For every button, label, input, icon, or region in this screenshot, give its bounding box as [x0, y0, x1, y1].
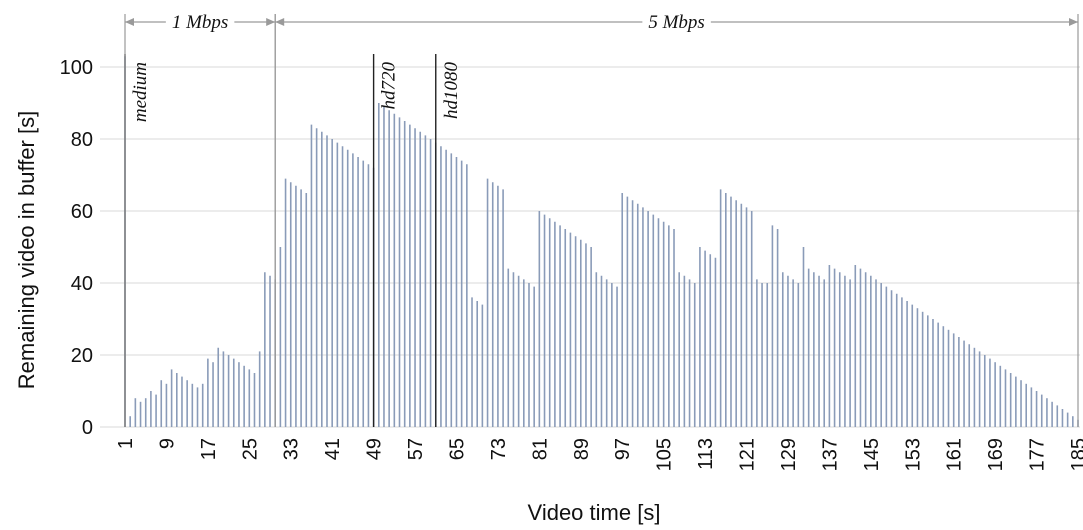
y-tick-label: 0: [82, 417, 93, 439]
x-tick-label: 81: [529, 438, 551, 460]
bar-series: [124, 56, 1079, 427]
span-arrow-left: [275, 18, 285, 26]
format-annotation: medium: [130, 62, 151, 122]
x-tick-label: 121: [737, 438, 759, 471]
x-tick-label: 57: [405, 438, 427, 460]
x-tick-label: 25: [239, 438, 261, 460]
span-arrow-left: [125, 18, 134, 26]
y-tick-labels: 0 20 40 60 80 100: [60, 57, 93, 439]
x-tick-label: 65: [446, 438, 468, 460]
x-tick-label: 129: [778, 438, 800, 471]
x-axis-title: Video time [s]: [528, 500, 661, 525]
x-tick-label: 169: [985, 438, 1007, 471]
x-tick-labels: 1 9 17 25 33 41 49 57 65 73 81 89 97 105 113 121 129 137 1…: [115, 438, 1083, 471]
x-tick-label: 97: [612, 438, 634, 460]
y-tick-label: 60: [71, 201, 93, 223]
x-tick-label: 161: [944, 438, 966, 471]
span-arrow-right: [266, 18, 276, 26]
x-tick-label: 1: [115, 438, 137, 449]
x-tick-label: 137: [819, 438, 841, 471]
x-tick-label: 89: [571, 438, 593, 460]
format-annotation: hd1080: [441, 62, 462, 120]
y-axis-title: Remaining video in buffer [s]: [14, 111, 39, 389]
x-tick-label: 113: [695, 438, 717, 470]
x-tick-label: 41: [322, 438, 344, 460]
bandwidth-label: 5 Mbps: [648, 12, 704, 33]
x-tick-label: 145: [861, 438, 883, 471]
x-tick-label: 49: [364, 438, 386, 460]
x-tick-label: 105: [654, 438, 676, 471]
span-arrow-right: [1069, 18, 1078, 26]
x-tick-label: 73: [488, 438, 510, 460]
format-annotation: hd720: [379, 62, 400, 110]
bandwidth-label: 1 Mbps: [172, 12, 228, 33]
y-tick-label: 80: [71, 129, 93, 151]
x-tick-label: 177: [1027, 438, 1049, 471]
x-tick-label: 185: [1068, 438, 1083, 471]
annotation-markers: medium hd720 hd1080: [124, 54, 462, 427]
x-tick-label: 153: [902, 438, 924, 471]
y-tick-label: 100: [60, 57, 93, 79]
x-tick-label: 33: [281, 438, 303, 460]
y-tick-label: 20: [71, 345, 93, 367]
bandwidth-spans: 1 Mbps 5 Mbps: [124, 12, 1079, 427]
x-tick-label: 9: [156, 438, 178, 449]
y-tick-label: 40: [71, 273, 93, 295]
x-tick-label: 17: [198, 438, 220, 460]
